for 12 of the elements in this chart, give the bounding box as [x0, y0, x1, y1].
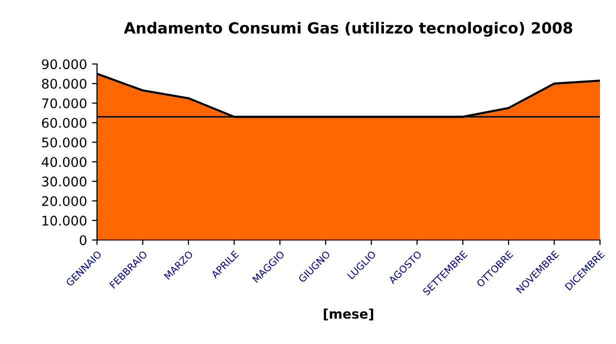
y-tick-label: 70.000 — [42, 98, 86, 108]
y-tick-label: 20.000 — [42, 196, 86, 206]
y-tick-label: 0 — [80, 235, 86, 246]
y-tick-label: 60.000 — [42, 118, 86, 128]
x-axis-title: [mese] — [324, 308, 374, 320]
y-tick-label: 40.000 — [42, 157, 86, 167]
y-tick-label: 90.000 — [42, 59, 86, 70]
y-tick-label: 30.000 — [42, 176, 86, 187]
y-tick-label: 50.000 — [42, 137, 86, 148]
y-tick-label: 10.000 — [42, 216, 86, 226]
chart-title: Andamento Consumi Gas (utilizzo tecnologico) 2008 — [124, 22, 572, 37]
y-tick-label: 80.000 — [42, 78, 86, 89]
